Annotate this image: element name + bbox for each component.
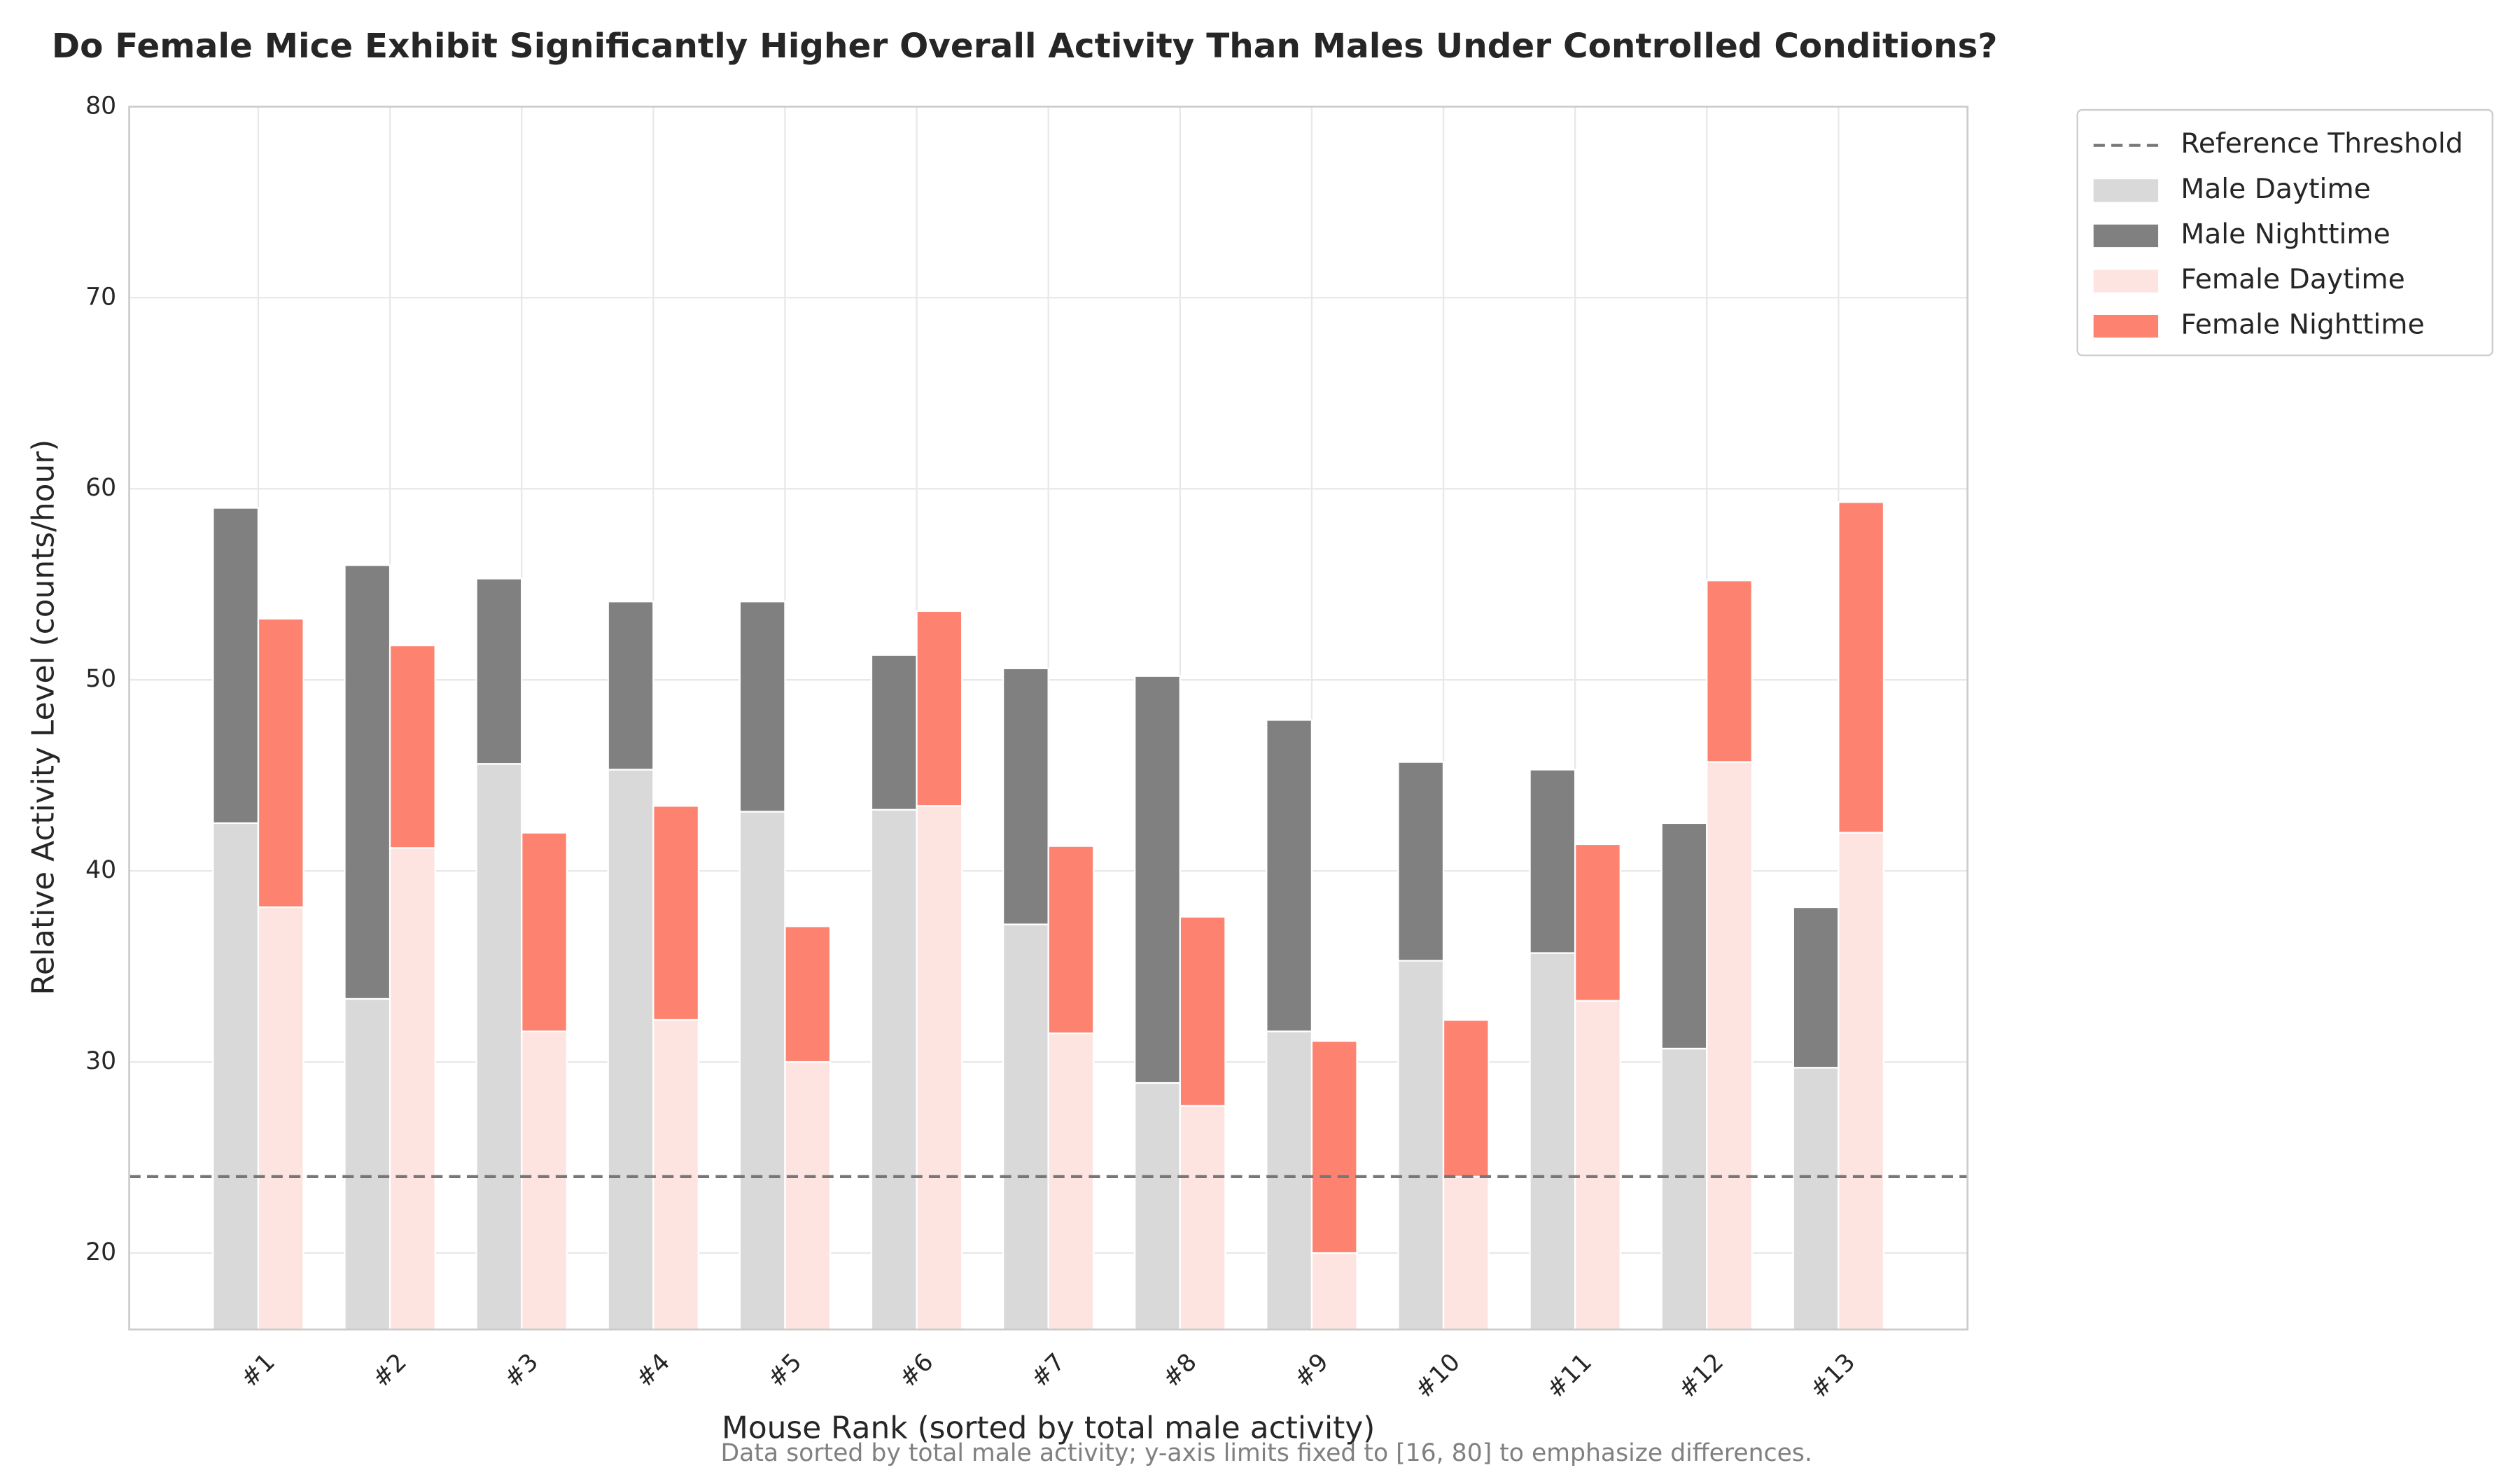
legend-label: Male Nighttime — [2180, 218, 2390, 250]
bar-segment — [521, 1030, 568, 1330]
x-tick-label: #8 — [1157, 1348, 1202, 1393]
bar-segment — [212, 507, 260, 825]
bar-segment — [1792, 1067, 1840, 1330]
y-tick-label: 30 — [85, 1047, 116, 1075]
y-tick-label: 40 — [85, 856, 116, 884]
bar-segment — [916, 610, 963, 807]
x-tick-label: #6 — [894, 1348, 939, 1393]
plot-frame — [128, 105, 1969, 1331]
bar-segment — [388, 847, 436, 1330]
x-tick-label: #10 — [1410, 1348, 1466, 1404]
bar-segment — [652, 805, 700, 1021]
bar-segment — [1266, 719, 1313, 1032]
bar-segment — [521, 832, 568, 1032]
bar-segment — [870, 654, 918, 811]
legend-label: Female Nighttime — [2180, 309, 2424, 341]
bar-segment — [652, 1018, 700, 1330]
bar-segment — [1310, 1040, 1358, 1254]
bar-segment — [257, 617, 304, 909]
bar-segment — [607, 769, 654, 1330]
y-axis-label: Relative Activity Level (counts/hour) — [26, 440, 62, 995]
bar-segment — [1837, 501, 1885, 834]
x-tick-label: #9 — [1289, 1348, 1334, 1393]
bar-segment — [1529, 952, 1576, 1330]
x-tick-label: #4 — [631, 1348, 676, 1393]
legend-frame — [2076, 108, 2493, 356]
legend-patch — [2093, 224, 2159, 248]
x-tick-label: #5 — [762, 1348, 807, 1393]
x-tick-label: #2 — [368, 1348, 412, 1393]
y-tick-label: 50 — [85, 665, 116, 693]
bar-segment — [784, 925, 832, 1063]
bar-segment — [1792, 906, 1840, 1069]
bar-segment — [1706, 580, 1754, 763]
legend-patch — [2093, 270, 2159, 293]
bar-segment — [1397, 761, 1445, 962]
bar-segment — [1179, 916, 1226, 1107]
legend-label: Male Daytime — [2180, 174, 2370, 205]
bar-segment — [257, 906, 304, 1330]
bar-segment — [1442, 1175, 1490, 1330]
legend-patch — [2093, 315, 2159, 338]
bar-segment — [1442, 1018, 1490, 1178]
bar-segment — [1002, 923, 1049, 1330]
legend-patch — [2093, 179, 2159, 202]
bars — [212, 501, 1885, 1330]
y-tick-label: 80 — [85, 92, 116, 120]
x-tick-label: #3 — [499, 1348, 544, 1393]
footnote: Data sorted by total male activity; y-ax… — [720, 1439, 1812, 1467]
bar-segment — [1397, 960, 1445, 1330]
x-tick-label: #12 — [1673, 1348, 1729, 1404]
bar-segment — [738, 811, 786, 1330]
bar-segment — [1002, 667, 1049, 925]
x-tick-label: #13 — [1805, 1348, 1861, 1404]
bar-segment — [344, 564, 391, 1000]
legend: Reference Threshold Male Daytime Male Nigh… — [2076, 108, 2493, 356]
bar-segment — [1660, 1047, 1708, 1330]
x-axis-label: Mouse Rank (sorted by total male activit… — [722, 1410, 1375, 1446]
bar-segment — [607, 601, 654, 771]
bar-segment — [1266, 1030, 1313, 1330]
chart-title: Do Female Mice Exhibit Significantly Hig… — [52, 27, 1998, 66]
bar-segment — [1529, 769, 1576, 954]
bar-segment — [1706, 761, 1754, 1330]
x-tick-label: #7 — [1026, 1348, 1070, 1393]
y-tick-label: 20 — [85, 1238, 116, 1266]
legend-label: Female Daytime — [2180, 264, 2404, 295]
bar-segment — [1047, 845, 1095, 1035]
bar-segment — [1047, 1032, 1095, 1330]
legend-label: Reference Threshold — [2180, 128, 2463, 160]
bar-segment — [475, 578, 523, 765]
bar-segment — [738, 601, 786, 813]
bar-segment — [916, 805, 963, 1330]
x-tick-label: #1 — [236, 1348, 281, 1393]
y-tick-label: 60 — [85, 474, 116, 502]
bar-segment — [388, 644, 436, 849]
bar-segment — [1660, 822, 1708, 1050]
bar-segment — [344, 997, 391, 1330]
y-tick-label: 70 — [85, 283, 116, 311]
bar-segment — [784, 1060, 832, 1330]
bar-segment — [1574, 1000, 1621, 1330]
x-tick-label: #11 — [1541, 1348, 1597, 1404]
bar-segment — [212, 822, 260, 1330]
bar-segment — [1574, 843, 1621, 1002]
bar-segment — [1134, 675, 1181, 1084]
